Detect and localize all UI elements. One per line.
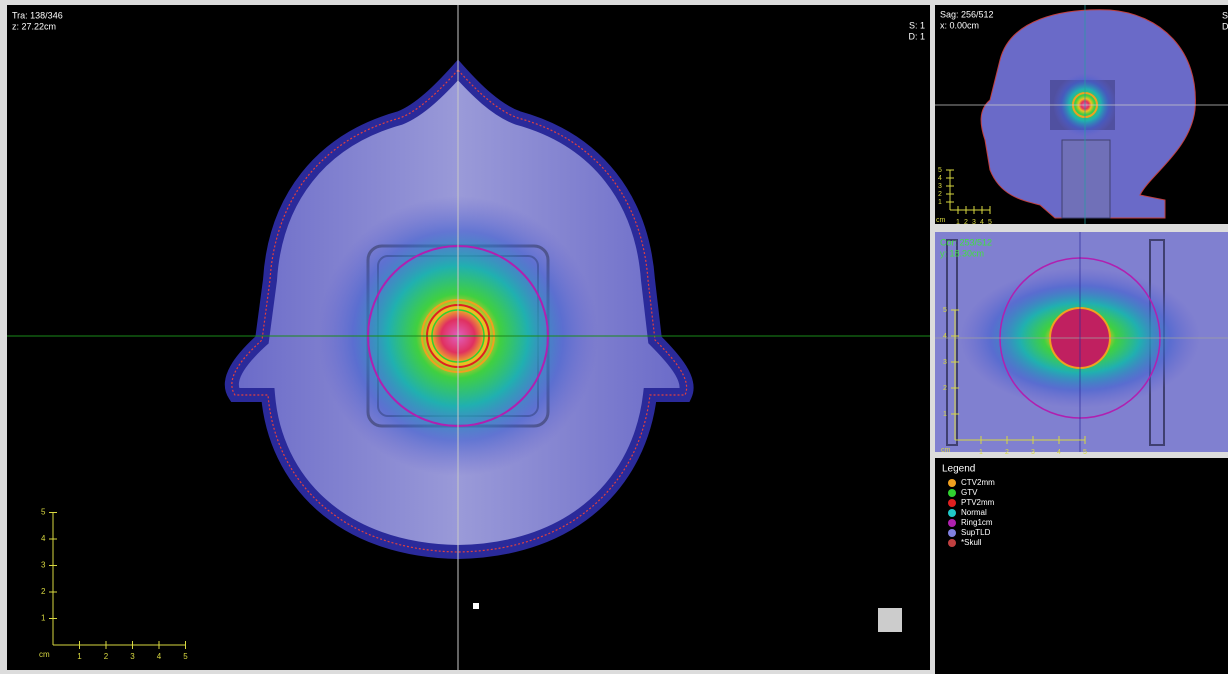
- legend-swatch: [948, 479, 956, 487]
- scale-label: 4: [980, 219, 984, 226]
- legend-swatch: [948, 499, 956, 507]
- scale-label: 2: [41, 587, 46, 596]
- scale-label: 2: [104, 652, 109, 661]
- scale-label: 4: [943, 333, 947, 340]
- scale-label: 5: [938, 167, 942, 174]
- thumbnail[interactable]: [878, 608, 902, 632]
- view-info: z: 27.22cm: [12, 21, 56, 31]
- scale-label: 2: [964, 219, 968, 226]
- scale-label: 1: [979, 449, 983, 456]
- scale-label: 3: [972, 219, 976, 226]
- legend-label: GTV: [961, 488, 978, 497]
- scale-unit: cm: [39, 650, 50, 659]
- legend-swatch: [948, 489, 956, 497]
- scale-label: 1: [77, 652, 82, 661]
- legend-panel: [935, 458, 1228, 674]
- scale-label: 1: [938, 199, 942, 206]
- scale-unit: cm: [936, 217, 946, 224]
- head-sagittal: [980, 9, 1196, 219]
- view-info: y: 18.30cm: [940, 248, 984, 258]
- view-corner: S: [1222, 10, 1228, 20]
- scale-unit: cm: [941, 447, 951, 454]
- legend-swatch: [948, 509, 956, 517]
- legend-label: PTV2mm: [961, 498, 995, 507]
- view-corner: D: [1222, 21, 1228, 31]
- scale-label: 5: [943, 307, 947, 314]
- scale-label: 4: [938, 175, 942, 182]
- scale-label: 4: [41, 534, 46, 543]
- scale-label: 5: [1083, 449, 1087, 456]
- legend-label: *Skull: [961, 538, 982, 547]
- view-info: Cor: 253/512: [940, 237, 992, 247]
- legend-label: CTV2mm: [961, 478, 995, 487]
- scale-label: 3: [943, 359, 947, 366]
- legend-swatch: [948, 539, 956, 547]
- scale-label: 3: [41, 561, 46, 570]
- legend-swatch: [948, 529, 956, 537]
- legend-label: SupTLD: [961, 528, 991, 537]
- legend-label: Normal: [961, 508, 987, 517]
- legend-label: Ring1cm: [961, 518, 993, 527]
- scale-label: 4: [157, 652, 162, 661]
- scale-label: 2: [943, 385, 947, 392]
- scale-label: 2: [938, 191, 942, 198]
- view-info: Sag: 256/512: [940, 9, 994, 19]
- scale-label: 3: [130, 652, 135, 661]
- scale-label: 5: [183, 652, 188, 661]
- view-info: Tra: 138/346: [12, 10, 63, 20]
- scale-label: 1: [956, 219, 960, 226]
- scale-label: 4: [1057, 449, 1061, 456]
- scale-label: 2: [1005, 449, 1009, 456]
- scale-label: 1: [41, 614, 46, 623]
- scale-label: 3: [938, 183, 942, 190]
- marker: [473, 603, 479, 609]
- scale-label: 3: [1031, 449, 1035, 456]
- view-corner: S: 1: [909, 20, 925, 30]
- legend-swatch: [948, 519, 956, 527]
- view-info: x: 0.00cm: [940, 20, 979, 30]
- scale-label: 5: [988, 219, 992, 226]
- view-corner: D: 1: [908, 31, 925, 41]
- scale-label: 5: [41, 508, 46, 517]
- scale-label: 1: [943, 411, 947, 418]
- legend-title: Legend: [942, 464, 975, 475]
